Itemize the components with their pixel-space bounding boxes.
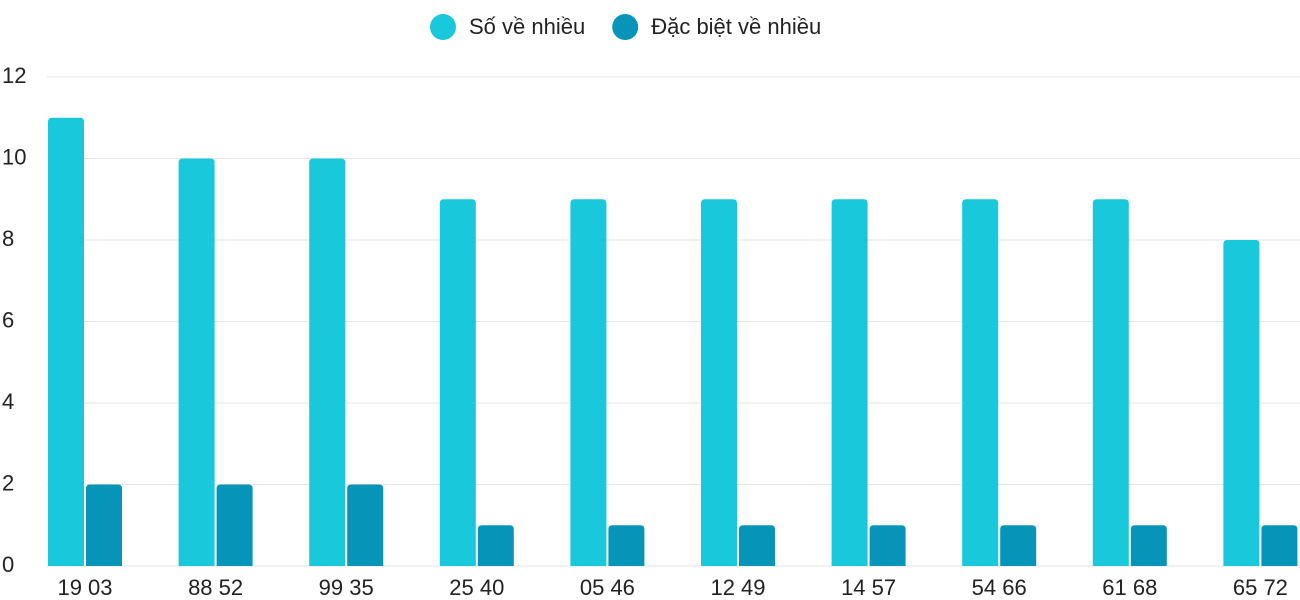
bar bbox=[477, 525, 514, 566]
bar bbox=[869, 525, 906, 566]
legend-marker bbox=[430, 14, 456, 40]
bar bbox=[1130, 525, 1167, 566]
bar bbox=[1000, 525, 1037, 566]
y-tick-label: 10 bbox=[2, 144, 26, 169]
y-tick-label: 6 bbox=[2, 307, 14, 332]
x-tick-label: 05 46 bbox=[580, 575, 635, 600]
x-tick-label: 54 66 bbox=[972, 575, 1027, 600]
bar bbox=[1261, 525, 1298, 566]
x-tick-label: 19 03 bbox=[57, 575, 112, 600]
legend-label: Đặc biệt về nhiều bbox=[651, 14, 821, 39]
bar bbox=[178, 158, 215, 566]
y-tick-label: 2 bbox=[2, 470, 14, 495]
bar bbox=[570, 199, 607, 566]
bar bbox=[347, 484, 384, 566]
bar bbox=[1092, 199, 1129, 566]
x-tick-label: 99 35 bbox=[319, 575, 374, 600]
x-tick-label: 12 49 bbox=[710, 575, 765, 600]
bar bbox=[701, 199, 737, 566]
x-tick-label: 65 72 bbox=[1233, 575, 1288, 600]
x-tick-label: 14 57 bbox=[841, 575, 896, 600]
bar bbox=[831, 199, 868, 566]
bar bbox=[1223, 240, 1260, 566]
x-tick-label: 61 68 bbox=[1102, 575, 1157, 600]
x-tick-label: 88 52 bbox=[188, 575, 243, 600]
y-tick-label: 0 bbox=[2, 552, 14, 577]
bar bbox=[86, 484, 122, 566]
legend-marker bbox=[612, 14, 639, 40]
y-tick-label: 12 bbox=[2, 63, 26, 88]
bar bbox=[608, 525, 645, 566]
legend-label: Số về nhiều bbox=[469, 14, 585, 39]
y-tick-label: 4 bbox=[2, 389, 14, 414]
bar bbox=[309, 158, 346, 566]
bar bbox=[216, 484, 253, 566]
bar bbox=[439, 199, 476, 566]
x-tick-label: 25 40 bbox=[449, 575, 504, 600]
bar bbox=[962, 199, 999, 566]
bar bbox=[739, 525, 775, 566]
bar bbox=[48, 117, 84, 566]
y-tick-label: 8 bbox=[2, 226, 14, 251]
